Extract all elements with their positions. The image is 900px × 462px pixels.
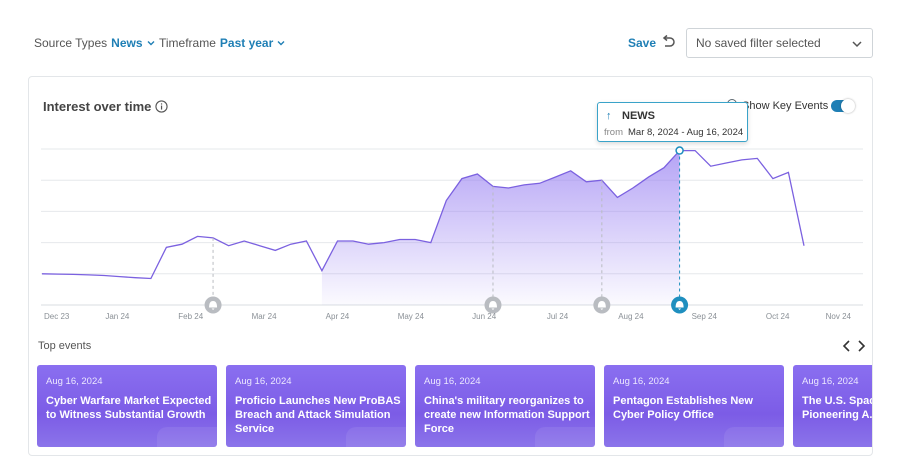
x-tick-label: Nov 24 (826, 312, 852, 321)
event-title: China's military reorganizes to create n… (424, 395, 590, 435)
timeframe-label: Timeframe (159, 36, 216, 50)
event-card[interactable]: Aug 16, 2024 Pentagon Establishes New Cyb… (604, 365, 784, 447)
event-date: Aug 16, 2024 (46, 376, 103, 387)
event-title: Pentagon Establishes New Cyber Policy Of… (613, 395, 753, 421)
undo-icon[interactable] (660, 34, 676, 50)
x-tick-label: Dec 23 (44, 312, 70, 321)
x-axis-ticks: Dec 23 Jan 24 Feb 24 Mar 24 Apr 24 May 24 Jun … (44, 312, 852, 321)
top-events-heading: Top events (38, 340, 92, 352)
x-tick-label: May 24 (398, 312, 425, 321)
key-events-label: Show Key Events (742, 100, 829, 112)
x-tick-label: Aug 24 (618, 312, 644, 321)
x-tick-label: Feb 24 (178, 312, 203, 321)
event-title: The U.S. Space Force Pioneering A... Dom… (802, 395, 873, 421)
event-title: Proficio Launches New ProBAS Breach and … (235, 395, 401, 435)
card-shade (535, 427, 595, 447)
chevron-left-icon[interactable] (841, 339, 853, 353)
bell-icon (209, 301, 218, 310)
card-shade (346, 427, 406, 447)
event-title: Cyber Warfare Market Expected to Witness… (46, 395, 212, 421)
highlight-area (321, 150, 680, 305)
timeframe-value: Past year (219, 36, 274, 50)
event-card[interactable]: Aug 16, 2024 The U.S. Space Force Pioneer… (793, 365, 873, 447)
saved-filter-value: No saved filter selected (696, 36, 821, 50)
interest-chart: Dec 23 Jan 24 Feb 24 Mar 24 Apr 24 May 24 Jun … (41, 146, 863, 321)
x-tick-label: Apr 24 (326, 312, 350, 321)
arrow-up-icon: ↑ (606, 110, 612, 122)
event-markers (204, 146, 689, 314)
bell-icon (488, 301, 497, 310)
event-date: Aug 16, 2024 (613, 376, 670, 387)
card-shade (724, 427, 784, 447)
source-types-value: News (111, 36, 143, 50)
tooltip-label: NEWS (622, 110, 655, 122)
timeframe-filter[interactable]: Timeframe Past year (159, 36, 285, 50)
event-date: Aug 16, 2024 (235, 376, 292, 387)
saved-filter-select[interactable]: No saved filter selected (686, 28, 873, 58)
chevron-down-icon (277, 41, 285, 46)
x-tick-label: Jun 24 (472, 312, 497, 321)
bell-icon (597, 301, 606, 310)
filter-bar: Source Types News Timeframe Past year Sa… (0, 0, 900, 70)
chevron-down-icon (147, 41, 155, 46)
event-card[interactable]: Aug 16, 2024 Proficio Launches New ProBAS… (226, 365, 406, 447)
source-types-label: Source Types (34, 36, 108, 50)
chevron-right-icon[interactable] (855, 339, 867, 353)
toggle-knob (841, 99, 855, 113)
tooltip-range: Mar 8, 2024 - Aug 16, 2024 (628, 127, 744, 138)
highlight-point (675, 146, 684, 155)
x-tick-label: Mar 24 (252, 312, 277, 321)
tooltip-from-label: from (604, 127, 623, 138)
info-icon[interactable] (155, 100, 168, 113)
x-tick-label: Oct 24 (766, 312, 790, 321)
event-date: Aug 16, 2024 (802, 376, 859, 387)
key-events-toggle[interactable] (831, 99, 855, 113)
chevron-down-icon (852, 41, 862, 48)
source-types-filter[interactable]: Source Types News (34, 36, 155, 50)
bell-icon (675, 301, 684, 310)
card-title: Interest over time (43, 99, 152, 114)
save-button[interactable]: Save (628, 36, 657, 50)
event-card[interactable]: Aug 16, 2024 Cyber Warfare Market Expecte… (37, 365, 217, 447)
x-tick-label: Jul 24 (547, 312, 569, 321)
event-date: Aug 16, 2024 (424, 376, 481, 387)
event-card[interactable]: Aug 16, 2024 China's military reorganizes… (415, 365, 595, 447)
interest-card: Interest over time Dec 23 Jan 24 Feb 24 Mar… (28, 76, 873, 456)
x-tick-label: Jan 24 (105, 312, 130, 321)
chart-tooltip: ↑ NEWS from Mar 8, 2024 - Aug 16, 2024 (597, 102, 748, 142)
x-tick-label: Sep 24 (692, 312, 718, 321)
events-carousel: Aug 16, 2024 Cyber Warfare Market Expecte… (37, 365, 873, 447)
card-shade (157, 427, 217, 447)
